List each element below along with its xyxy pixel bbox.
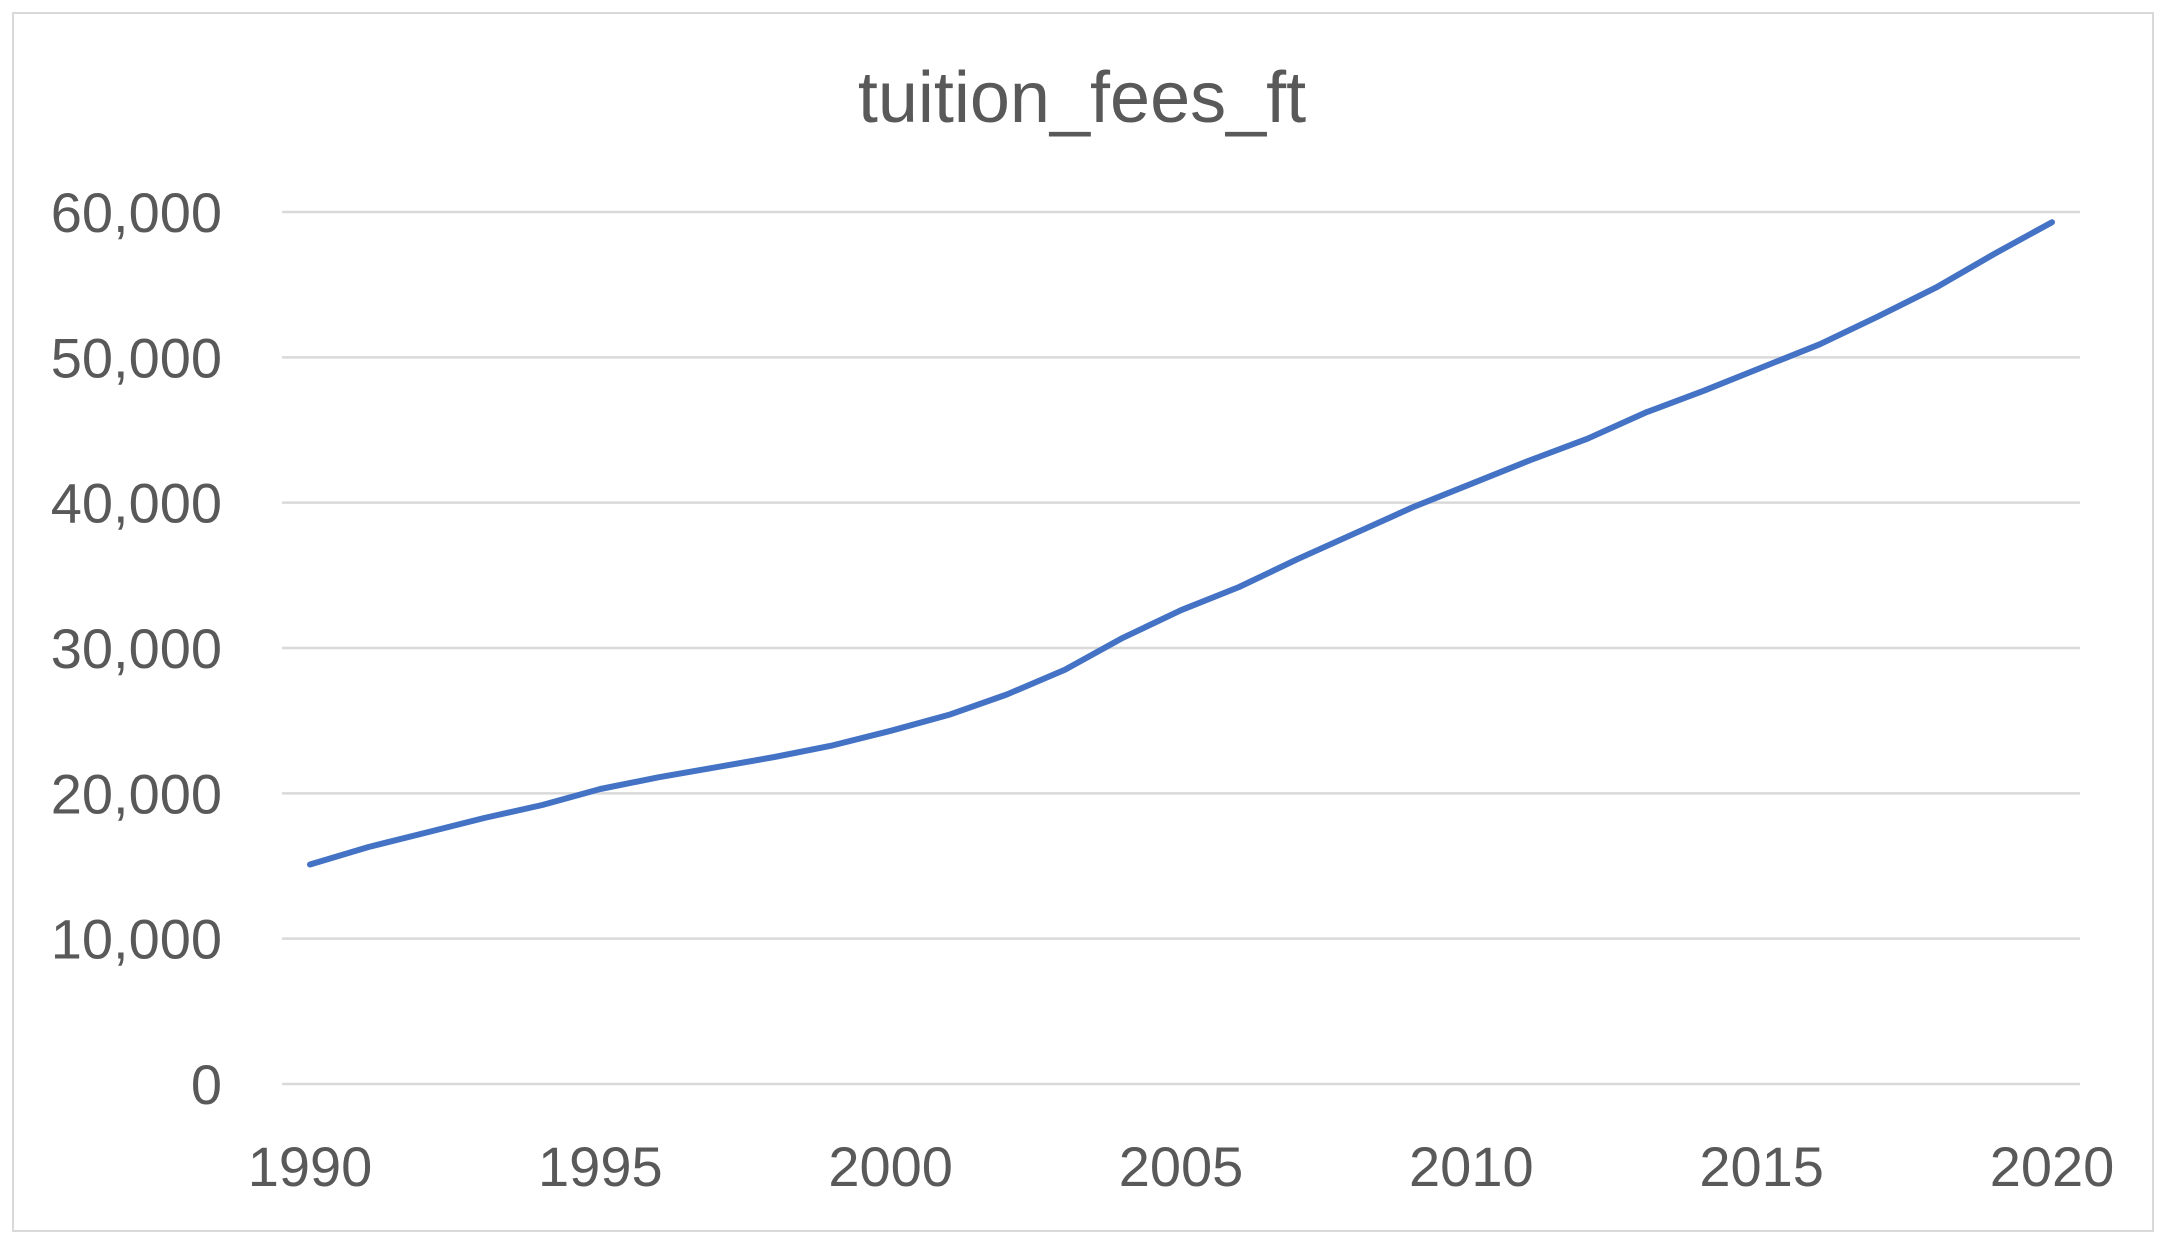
y-tick-label: 30,000 [51,617,222,680]
x-tick-label: 1995 [538,1135,663,1198]
x-tick-label: 2005 [1119,1135,1244,1198]
x-tick-label: 2015 [1699,1135,1824,1198]
series-layer [307,219,2055,868]
y-tick-label: 60,000 [51,181,222,244]
x-axis-tick-labels: 1990 1995 2000 2005 2010 2015 2020 [248,1135,2115,1198]
chart-frame [12,12,2154,1232]
x-tick-label: 2000 [828,1135,953,1198]
chart-title: tuition_fees_ft [858,58,1306,138]
x-tick-label: 2010 [1409,1135,1534,1198]
x-tick-label: 2020 [1990,1135,2115,1198]
y-tick-label: 40,000 [51,472,222,535]
series-line-0 [307,219,2055,868]
y-tick-label: 0 [191,1053,222,1116]
y-tick-label: 50,000 [51,326,222,389]
y-tick-label: 20,000 [51,762,222,825]
gridlines [282,210,2080,1086]
y-tick-label: 10,000 [51,908,222,971]
x-tick-label: 1990 [248,1135,373,1198]
y-axis-tick-labels: 0 10,000 20,000 30,000 40,000 50,000 60,000 [51,181,222,1116]
